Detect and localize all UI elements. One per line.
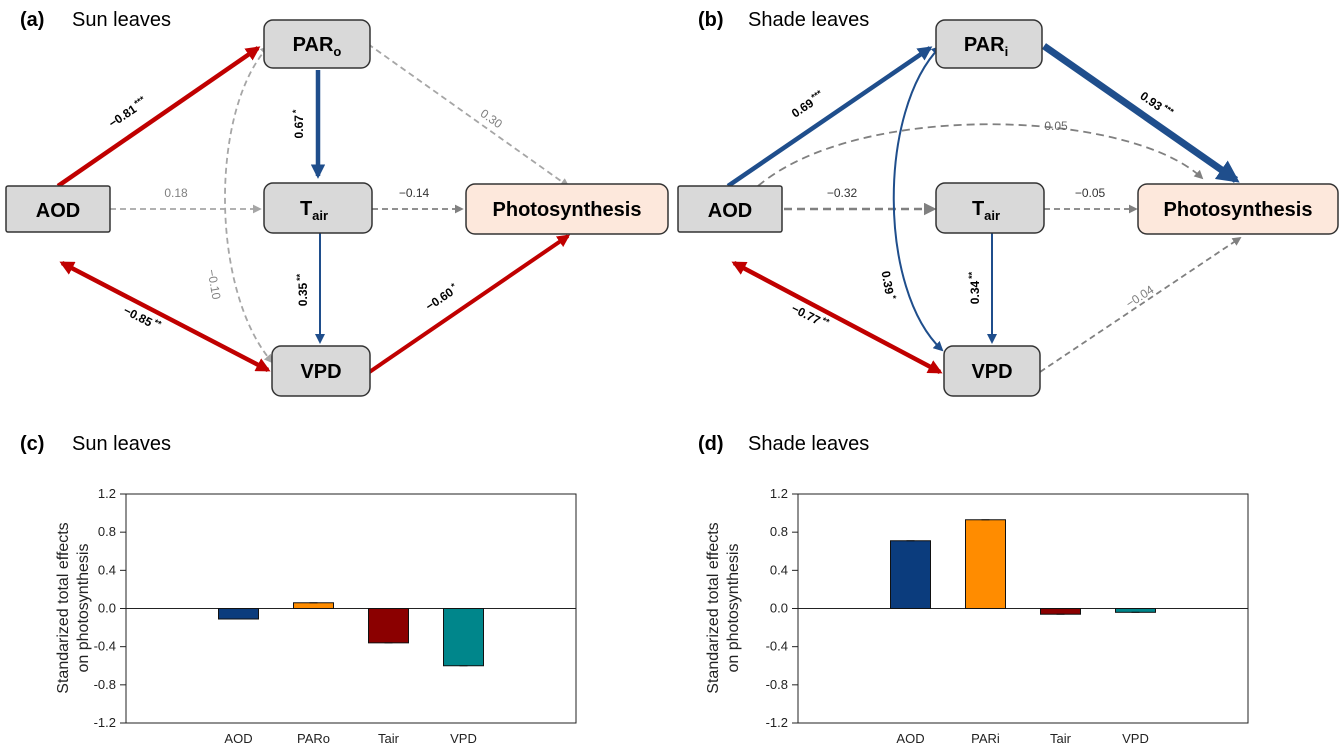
panel-b-sem-diagram: (b) Shade leaves PARi AOD Tair VPD Phot (677, 9, 1339, 397)
panel-d-letter: (d) (698, 433, 724, 455)
coef-b-aod-par: 0.69*** (788, 88, 827, 121)
chart-c-ytick-label: -0.4 (94, 639, 116, 654)
chart-d-xtick-label: PARi (971, 731, 1000, 746)
panel-a-letter: (a) (20, 9, 44, 31)
svg-text:AOD: AOD (708, 200, 752, 222)
chart-c-plot: 1.2 0.8 0.4 0.0 -0.4 -0.8 -1.2 AOD PARo Tair VPD (94, 486, 577, 746)
chart-d-bar-pari (965, 519, 1006, 610)
chart-c-ytick-label: -0.8 (94, 677, 116, 692)
chart-d-ylabel-line1: Standarized total effects (705, 522, 722, 693)
coef-a-tair-vpd: 0.35** (295, 273, 310, 306)
chart-c-bar-paro (293, 602, 334, 610)
chart-d-ylabel-line2: on photosynthesis (725, 544, 742, 673)
coef-a-tair-photo: −0.14 (399, 186, 430, 200)
node-a-vpd: VPD (271, 345, 371, 397)
chart-d-ytick-label: -0.8 (766, 677, 788, 692)
coef-b-tair-vpd: 0.34** (967, 271, 982, 304)
panel-b-title: Shade leaves (748, 9, 869, 31)
coef-b-aod-tair: −0.32 (827, 186, 858, 200)
chart-c-ytick-label: 1.2 (98, 486, 116, 501)
panel-b-letter: (b) (698, 9, 724, 31)
panel-d-title: Shade leaves (748, 433, 869, 455)
chart-d-bar-aod (890, 540, 931, 609)
panel-c-title: Sun leaves (72, 433, 171, 455)
chart-c-xtick-label: Tair (378, 731, 400, 746)
chart-c-bar-tair (368, 608, 409, 644)
node-b-photosynthesis: Photosynthesis (1137, 183, 1339, 235)
chart-d-ytick-label: 0.4 (770, 562, 788, 577)
node-a-photosynthesis: Photosynthesis (465, 183, 669, 235)
coef-b-vpd-photo: −0.04 (1123, 282, 1156, 310)
chart-d-ytick-label: -0.4 (766, 639, 788, 654)
coef-b-par-vpd: 0.39* (879, 270, 899, 302)
chart-c-ylabel-line2: on photosynthesis (75, 544, 92, 673)
path-b-par-photo (1041, 43, 1240, 183)
path-a-aod-vpd (59, 261, 271, 372)
coef-a-par-photo: 0.30 (478, 106, 505, 131)
path-b-aod-vpd (731, 261, 943, 374)
chart-c-bar-aod (218, 608, 259, 620)
coef-a-par-vpd: −0.10 (204, 268, 223, 301)
node-a-par: PARo (263, 19, 371, 69)
node-b-aod: AOD (677, 185, 783, 233)
svg-text:VPD: VPD (971, 361, 1012, 383)
panel-c-letter: (c) (20, 433, 44, 455)
svg-text:Photosynthesis: Photosynthesis (1164, 199, 1313, 221)
panel-a-sem-diagram: (a) Sun leaves PARo AOD Tair VPD (5, 9, 669, 397)
coef-a-vpd-photo: −0.60* (422, 281, 461, 314)
panel-d-bar-chart: (d) Shade leaves Standarized total effec… (698, 433, 1249, 746)
node-b-tair: Tair (935, 182, 1045, 234)
path-b-vpd-photo (1039, 236, 1242, 373)
panel-a-title: Sun leaves (72, 9, 171, 31)
panel-c-bar-chart: (c) Sun leaves Standarized total effects… (20, 433, 577, 746)
coef-a-aod-tair: 0.18 (164, 186, 188, 200)
chart-c-ytick-label: -1.2 (94, 715, 116, 730)
svg-text:AOD: AOD (36, 200, 80, 222)
path-a-aod-par (56, 46, 261, 188)
chart-c-ylabel-line1: Standarized total effects (55, 522, 72, 693)
chart-d-bar-tair (1040, 608, 1081, 615)
chart-c-xtick-label: PARo (297, 731, 330, 746)
node-a-tair: Tair (263, 182, 373, 234)
node-b-par: PARi (935, 19, 1043, 69)
svg-text:PARi: PARi (964, 34, 1008, 59)
chart-d-bar-vpd (1115, 608, 1156, 613)
chart-d-xtick-label: AOD (896, 731, 924, 746)
chart-c-ytick-label: 0.8 (98, 524, 116, 539)
chart-d-xtick-label: Tair (1050, 731, 1072, 746)
node-a-aod: AOD (5, 185, 111, 233)
chart-d-ytick-label: 1.2 (770, 486, 788, 501)
chart-d-xtick-label: VPD (1122, 731, 1149, 746)
svg-text:Tair: Tair (300, 198, 328, 223)
chart-c-bar-vpd (443, 608, 484, 667)
chart-d-ytick-label: 0.0 (770, 601, 788, 616)
node-b-vpd: VPD (943, 345, 1041, 397)
coef-b-aod-photo: 0.05 (1044, 119, 1068, 133)
chart-d-ytick-label: 0.8 (770, 524, 788, 539)
svg-text:PARo: PARo (293, 34, 342, 59)
coef-b-tair-photo: −0.05 (1075, 186, 1106, 200)
chart-d-plot: 1.2 0.8 0.4 0.0 -0.4 -0.8 -1.2 AOD PARi Tair VPD (766, 486, 1249, 746)
svg-text:Tair: Tair (972, 198, 1000, 223)
chart-c-xtick-label: AOD (224, 731, 252, 746)
path-b-aod-photo (757, 123, 1204, 187)
chart-c-ytick-label: 0.0 (98, 601, 116, 616)
path-a-vpd-photo (366, 234, 571, 375)
path-b-par-vpd (892, 45, 944, 352)
svg-text:Photosynthesis: Photosynthesis (493, 199, 642, 221)
coef-a-par-tair: 0.67* (291, 109, 306, 138)
chart-c-xtick-label: VPD (450, 731, 477, 746)
svg-text:VPD: VPD (300, 361, 341, 383)
chart-c-ytick-label: 0.4 (98, 562, 116, 577)
path-a-par-photo (367, 43, 570, 188)
chart-d-ytick-label: -1.2 (766, 715, 788, 730)
path-b-aod-par (726, 46, 933, 188)
